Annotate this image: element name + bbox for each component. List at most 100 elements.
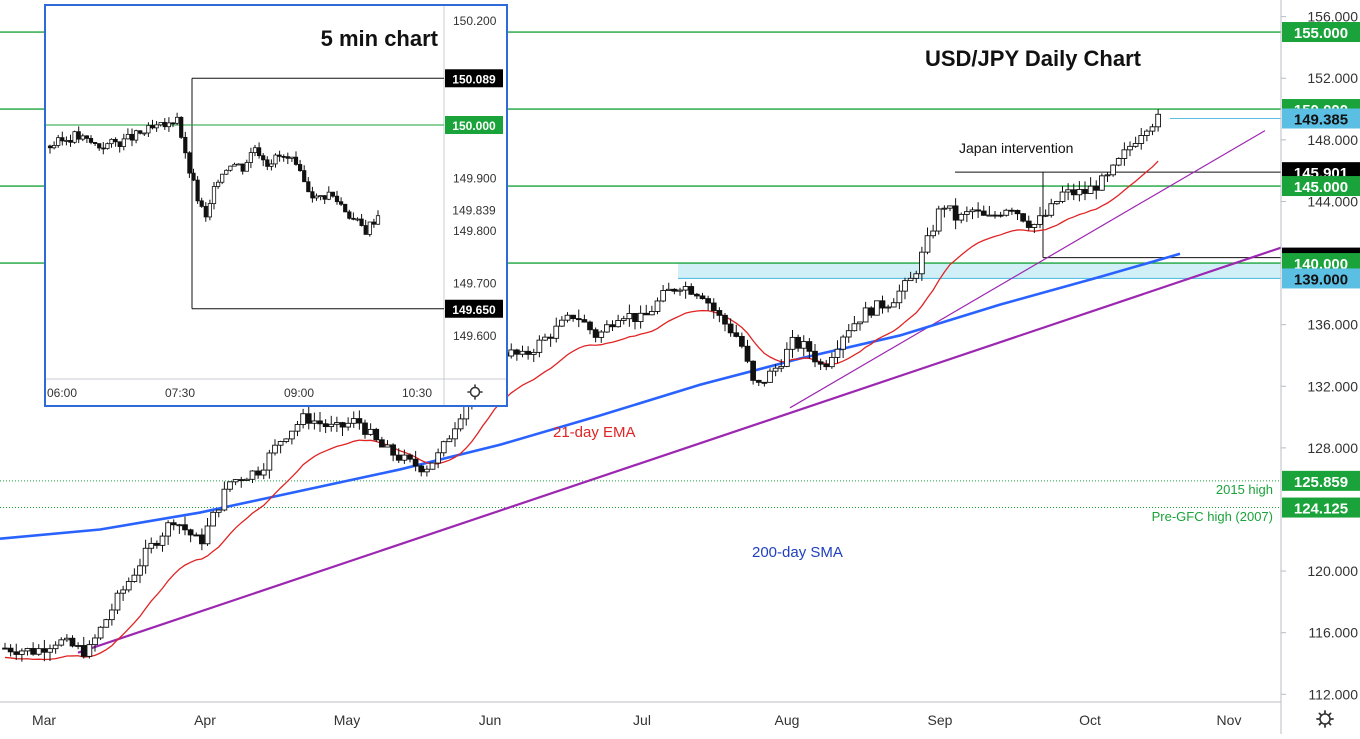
inset-y-tick-label: 149.700 [453, 277, 497, 291]
daily-candle [530, 348, 537, 363]
daily-candle [457, 413, 464, 432]
daily-candle [660, 284, 666, 303]
daily-candle [407, 453, 413, 463]
inset-candle [72, 130, 77, 144]
daily-candle [637, 305, 644, 329]
daily-candle [52, 641, 59, 654]
daily-candle [592, 327, 599, 343]
inset-candle [80, 133, 85, 142]
daily-candle [412, 450, 419, 472]
inset-candle [93, 142, 98, 146]
daily-candle [294, 421, 301, 437]
daily-candle [519, 345, 526, 358]
japan-intervention-label: Japan intervention [959, 140, 1073, 156]
daily-candle [767, 368, 773, 383]
price-tag: 139.000 [1282, 268, 1360, 289]
daily-candle [1082, 181, 1088, 201]
y-tick-label: 144.000 [1307, 193, 1358, 209]
daily-candle [919, 246, 925, 281]
inset-candle [289, 156, 295, 162]
settings-gear-icon[interactable] [1316, 710, 1334, 728]
inset-candle [56, 134, 61, 148]
daily-candle [1031, 223, 1038, 234]
inset-settings-gear-icon[interactable] [467, 384, 483, 400]
daily-candle [1121, 142, 1128, 166]
inset-candle [113, 137, 118, 147]
daily-candle [266, 449, 273, 479]
daily-candle [350, 411, 357, 428]
daily-candle [187, 528, 194, 543]
daily-candle [446, 435, 453, 443]
daily-candle [1144, 129, 1150, 142]
y-tick-label: 148.000 [1307, 132, 1358, 148]
daily-candle [620, 315, 627, 325]
y-tick-label: 116.000 [1308, 625, 1358, 641]
inset-price-tag-label: 149.839 [452, 204, 496, 218]
price-tag-label: 124.125 [1294, 501, 1348, 518]
inset-candle [269, 159, 274, 171]
sma-label: 200-day SMA [752, 544, 843, 561]
daily-candle [935, 205, 942, 235]
daily-candle [907, 271, 914, 282]
daily-candle [435, 448, 441, 469]
daily-candle [514, 348, 520, 361]
x-tick-label: Mar [32, 712, 56, 728]
daily-candle [238, 476, 245, 488]
daily-candle [424, 465, 430, 477]
inset-candle [129, 128, 135, 147]
inset-candle [256, 142, 262, 159]
daily-candle [345, 417, 351, 431]
21-day-ema-line [4, 160, 1159, 661]
price-tag: 155.000 [1282, 22, 1360, 43]
y-tick-label: 128.000 [1307, 440, 1358, 456]
x-tick-label: Sep [928, 712, 953, 728]
daily-candle [401, 449, 408, 464]
inset-price-tag: 150.089 [445, 69, 503, 88]
inset-candle [146, 122, 151, 137]
inset-x-tick-label: 10:30 [402, 386, 432, 400]
daily-candle [778, 359, 785, 373]
x-tick-label: May [334, 712, 360, 728]
inset-candle [183, 131, 188, 159]
daily-candle [840, 334, 846, 359]
daily-candle [182, 516, 188, 536]
y-tick-label: 132.000 [1307, 378, 1358, 394]
daily-candle [699, 292, 706, 300]
price-tag-label: 125.859 [1294, 474, 1348, 491]
y-tick-label: 136.000 [1307, 317, 1358, 333]
daily-candle [221, 481, 228, 512]
inset-candle [240, 163, 245, 175]
inset-candle [117, 141, 122, 153]
daily-candle [553, 317, 560, 343]
daily-candle [975, 202, 981, 218]
pre-gfc-label: Pre-GFC high (2007) [1152, 509, 1273, 524]
daily-candle [902, 277, 908, 300]
daily-candle [1110, 164, 1116, 177]
daily-candle [986, 205, 993, 217]
daily-candle [47, 644, 53, 662]
daily-candle [13, 643, 20, 660]
daily-candle [1099, 173, 1105, 191]
daily-candle [1087, 177, 1094, 194]
inset-y-tick-label: 149.600 [453, 329, 497, 343]
daily-candle [210, 510, 216, 527]
daily-candle [682, 281, 689, 299]
daily-candle [1115, 157, 1122, 167]
inset-candle [355, 217, 360, 222]
daily-candle [547, 333, 554, 347]
inset-price-tag: 149.839 [445, 200, 503, 219]
inset-candle [293, 151, 299, 166]
price-tag-label: 155.000 [1294, 25, 1348, 42]
daily-candle [92, 634, 98, 652]
daily-candle [199, 528, 205, 551]
daily-candle [694, 292, 700, 299]
daily-candle [890, 298, 897, 308]
main-trendline [77, 246, 1282, 654]
short-trendline [789, 130, 1266, 409]
daily-candle [862, 301, 869, 323]
daily-candle [829, 352, 835, 369]
daily-candle [1025, 215, 1032, 231]
inset-candle [330, 191, 336, 198]
daily-candle [784, 342, 790, 368]
inset-candle [367, 221, 372, 237]
